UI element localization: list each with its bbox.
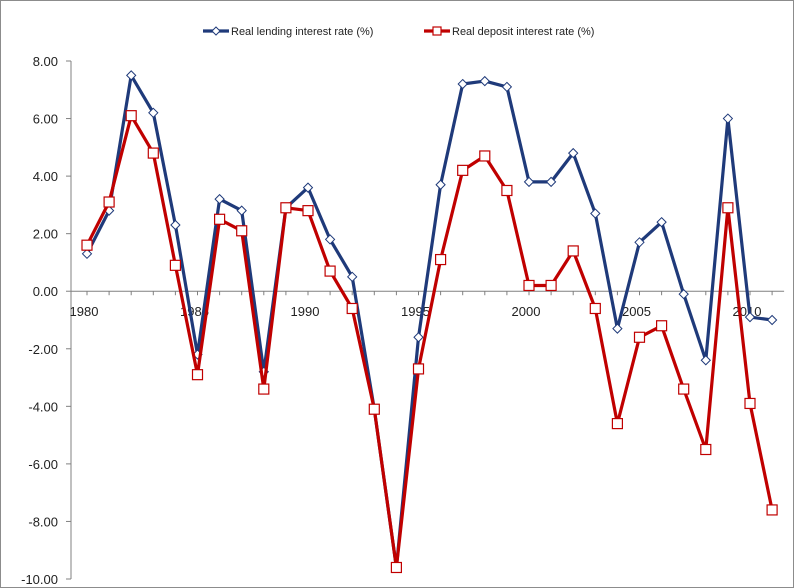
legend-marker-diamond — [211, 26, 221, 36]
data-point — [655, 320, 668, 332]
y-tick-label: -2.00 — [28, 342, 58, 357]
y-tick-label: 8.00 — [33, 54, 58, 69]
data-point — [567, 245, 579, 257]
x-tick-label: 1995 — [401, 304, 430, 319]
data-point — [324, 234, 336, 245]
data-point — [236, 205, 247, 216]
data-point — [103, 196, 115, 208]
data-point — [413, 332, 424, 343]
data-point — [700, 443, 712, 456]
data-point — [523, 279, 535, 292]
data-point — [81, 248, 93, 260]
data-point — [81, 239, 93, 251]
data-point — [633, 331, 646, 343]
data-point — [656, 216, 667, 228]
y-axis: 8.00 6.00 4.00 2.00 0.00 -2.00 -4.00 -6.00 -8.00… — [21, 54, 72, 587]
data-point — [634, 237, 645, 248]
data-point — [280, 202, 292, 214]
series-layer — [81, 70, 778, 574]
data-point — [722, 202, 734, 214]
y-tick-label: 0.00 — [33, 284, 58, 299]
legend-marker-square — [432, 26, 442, 36]
legend-item-lending-rate: Real lending interest rate (%) — [203, 26, 373, 38]
data-point — [346, 302, 358, 315]
data-point — [722, 113, 734, 124]
legend-item-deposit-rate: Real deposit interest rate (%) — [424, 26, 594, 38]
data-point — [501, 184, 513, 197]
data-point — [501, 81, 513, 93]
data-point — [611, 418, 624, 430]
data-point — [368, 403, 380, 415]
data-point — [390, 561, 402, 574]
x-tick-label: 1980 — [70, 304, 99, 319]
data-point — [236, 225, 248, 237]
data-point — [523, 176, 535, 188]
data-point — [170, 219, 181, 231]
series-line — [85, 73, 773, 570]
data-point — [125, 110, 137, 122]
data-point — [545, 279, 557, 292]
data-point — [214, 193, 225, 205]
x-axis: 1980 1985 1990 1995 2000 2005 2010 — [70, 290, 785, 319]
y-tick-label: -6.00 — [28, 457, 58, 472]
data-point — [744, 311, 756, 323]
data-point — [744, 397, 756, 410]
data-point — [258, 383, 270, 395]
data-point — [545, 176, 557, 188]
data-point — [125, 70, 137, 81]
data-point — [191, 369, 204, 381]
data-point — [766, 504, 778, 516]
data-point — [412, 363, 425, 375]
data-point — [457, 78, 468, 90]
data-point — [346, 271, 358, 283]
legend: Real lending interest rate (%) Real depos… — [203, 26, 594, 38]
y-tick-label: -8.00 — [28, 514, 58, 529]
data-point — [590, 208, 601, 219]
data-point — [148, 107, 159, 119]
data-point — [169, 259, 181, 271]
x-tick-label: 1990 — [291, 304, 320, 319]
data-point — [479, 75, 491, 87]
data-point — [324, 265, 336, 277]
y-tick-label: 4.00 — [33, 169, 58, 184]
data-point — [678, 383, 690, 395]
data-point — [147, 147, 159, 159]
legend-label: Real lending interest rate (%) — [231, 26, 373, 38]
data-point — [214, 213, 226, 225]
y-tick-label: 2.00 — [33, 227, 58, 242]
legend-label: Real deposit interest rate (%) — [452, 26, 594, 38]
data-point — [457, 164, 469, 176]
y-tick-label: -4.00 — [28, 399, 58, 414]
data-point — [479, 150, 491, 162]
data-point — [567, 147, 579, 159]
data-point — [700, 355, 712, 366]
data-point — [589, 302, 601, 315]
data-point — [302, 205, 314, 217]
series-line — [85, 114, 774, 570]
data-point — [678, 288, 689, 300]
data-point — [766, 314, 778, 326]
x-tick-label: 2000 — [512, 304, 541, 319]
data-point — [435, 253, 447, 266]
data-point — [435, 179, 446, 190]
data-point — [302, 182, 314, 193]
data-point — [612, 323, 623, 334]
x-tick-label: 2005 — [622, 304, 651, 319]
y-tick-label: -10.00 — [21, 572, 58, 587]
series-deposit-rate — [81, 110, 778, 574]
y-tick-label: 6.00 — [33, 112, 58, 127]
